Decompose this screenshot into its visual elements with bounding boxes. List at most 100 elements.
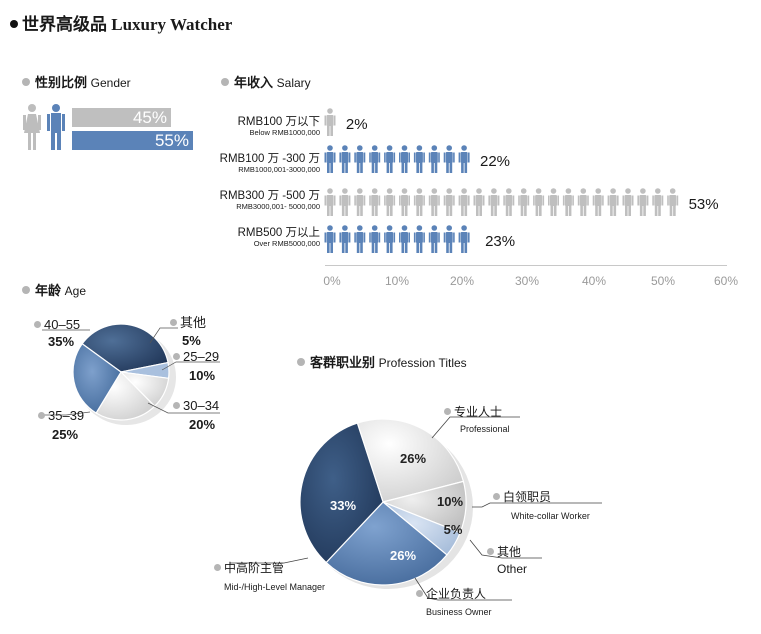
salary-bar-0 bbox=[324, 108, 336, 136]
person-icon bbox=[339, 225, 351, 253]
person-icon bbox=[324, 108, 336, 136]
person-icon bbox=[637, 188, 649, 216]
profession-slice-label: 33% bbox=[330, 498, 356, 513]
label-dot-icon bbox=[214, 564, 221, 571]
salary-bar-1 bbox=[324, 145, 470, 173]
person-icon bbox=[443, 188, 455, 216]
salary-axis-line bbox=[325, 265, 727, 266]
person-icon bbox=[354, 145, 366, 173]
salary-bar-3 bbox=[324, 225, 470, 253]
profession-label-business-owner: 企业负责人 Business Owner bbox=[416, 585, 492, 617]
salary-tick: 60% bbox=[713, 274, 739, 288]
salary-bar-2 bbox=[324, 188, 679, 216]
person-icon bbox=[443, 225, 455, 253]
salary-pct-1: 22% bbox=[480, 153, 511, 170]
age-label-35-39: 35–39 25% bbox=[38, 408, 84, 442]
person-icon bbox=[369, 225, 381, 253]
profession-slice-manager bbox=[299, 422, 384, 564]
salary-pictogram-chart bbox=[324, 108, 679, 253]
person-icon bbox=[562, 188, 574, 216]
section-bullet-icon bbox=[22, 78, 30, 86]
label-dot-icon bbox=[416, 590, 423, 597]
person-icon bbox=[428, 188, 440, 216]
salary-section-title: 年收入 Salary bbox=[221, 72, 311, 91]
label-dot-icon bbox=[170, 319, 177, 326]
page-title: 世界高级品 Luxury Watcher bbox=[10, 10, 232, 35]
person-icon bbox=[428, 225, 440, 253]
label-dot-icon bbox=[38, 412, 45, 419]
salary-row-label-0: RMB100 万以下 Below RMB1000,000 bbox=[237, 116, 320, 137]
age-slice-40-55 bbox=[81, 323, 169, 373]
person-icon bbox=[503, 188, 515, 216]
age-label-other: 其他 5% bbox=[170, 312, 206, 348]
person-icon bbox=[458, 145, 470, 173]
profession-slice-label: 26% bbox=[390, 548, 416, 563]
person-icon bbox=[399, 188, 410, 216]
salary-tick: 50% bbox=[650, 274, 676, 288]
age-leader-lines bbox=[42, 327, 220, 416]
label-dot-icon bbox=[173, 402, 180, 409]
profession-pie-chart: 26% 10% 5% 26% 33% bbox=[230, 416, 602, 601]
salary-tick: 20% bbox=[449, 274, 475, 288]
person-icon bbox=[622, 188, 634, 216]
profession-slice-label: 5% bbox=[444, 522, 463, 537]
person-icon bbox=[339, 145, 351, 173]
age-label-30-34: 30–34 20% bbox=[173, 398, 219, 432]
age-label-40-55: 40–55 35% bbox=[34, 317, 80, 349]
person-icon bbox=[413, 225, 425, 253]
person-icon bbox=[384, 225, 396, 253]
person-icon bbox=[443, 145, 455, 173]
profession-section-title: 客群职业别 Profession Titles bbox=[297, 352, 467, 371]
salary-row-label-2: RMB300 万 -500 万 RMB3000,001- 5000,000 bbox=[219, 190, 320, 211]
label-dot-icon bbox=[34, 321, 41, 328]
profession-slice-business-owner bbox=[325, 501, 448, 586]
person-icon bbox=[667, 188, 679, 216]
profession-label-manager: 中高阶主管 Mid-/High-Level Manager bbox=[214, 559, 325, 592]
profession-slice-professional bbox=[356, 418, 465, 503]
person-icon bbox=[413, 145, 425, 173]
female-icon bbox=[23, 104, 41, 150]
label-dot-icon bbox=[173, 353, 180, 360]
salary-pct-2: 53% bbox=[688, 196, 719, 213]
salary-tick: 0% bbox=[323, 274, 341, 288]
person-icon bbox=[384, 145, 396, 173]
salary-tick: 10% bbox=[384, 274, 410, 288]
label-dot-icon bbox=[487, 548, 494, 555]
person-icon bbox=[399, 145, 410, 173]
section-bullet-icon bbox=[221, 78, 229, 86]
age-label-25-29: 25–29 10% bbox=[173, 349, 219, 383]
person-icon bbox=[652, 188, 664, 216]
male-bar: 55% bbox=[72, 131, 193, 150]
person-icon bbox=[324, 225, 336, 253]
salary-pct-0: 2% bbox=[345, 116, 368, 133]
title-bullet-icon bbox=[10, 20, 18, 28]
female-bar: 45% bbox=[72, 108, 171, 127]
age-slice-35-39 bbox=[72, 342, 122, 414]
person-icon bbox=[324, 188, 336, 216]
person-icon bbox=[458, 188, 470, 216]
salary-pct-3: 23% bbox=[485, 233, 516, 250]
person-icon bbox=[548, 188, 559, 216]
person-icon bbox=[592, 188, 604, 216]
person-icon bbox=[354, 188, 366, 216]
gender-section-title: 性别比例 Gender bbox=[22, 72, 131, 91]
person-icon bbox=[384, 188, 396, 216]
salary-tick: 30% bbox=[514, 274, 540, 288]
gender-icons bbox=[23, 104, 65, 150]
section-bullet-icon bbox=[22, 286, 30, 294]
person-icon bbox=[518, 188, 530, 216]
person-icon bbox=[369, 145, 381, 173]
age-pie-chart bbox=[42, 323, 220, 425]
person-icon bbox=[339, 188, 351, 216]
person-icon bbox=[473, 188, 485, 216]
profession-label-white-collar: 白领职员 White-collar Worker bbox=[493, 488, 590, 521]
age-section-title: 年龄 Age bbox=[22, 280, 86, 299]
salary-row-label-3: RMB500 万以上 Over RMB5000,000 bbox=[237, 227, 320, 248]
person-icon bbox=[399, 225, 410, 253]
age-slice-30-34 bbox=[95, 371, 156, 421]
profession-label-professional: 专业人士 Professional bbox=[444, 403, 510, 434]
section-bullet-icon bbox=[297, 358, 305, 366]
profession-slice-label: 26% bbox=[400, 451, 426, 466]
person-icon bbox=[324, 145, 336, 173]
person-icon bbox=[458, 225, 470, 253]
